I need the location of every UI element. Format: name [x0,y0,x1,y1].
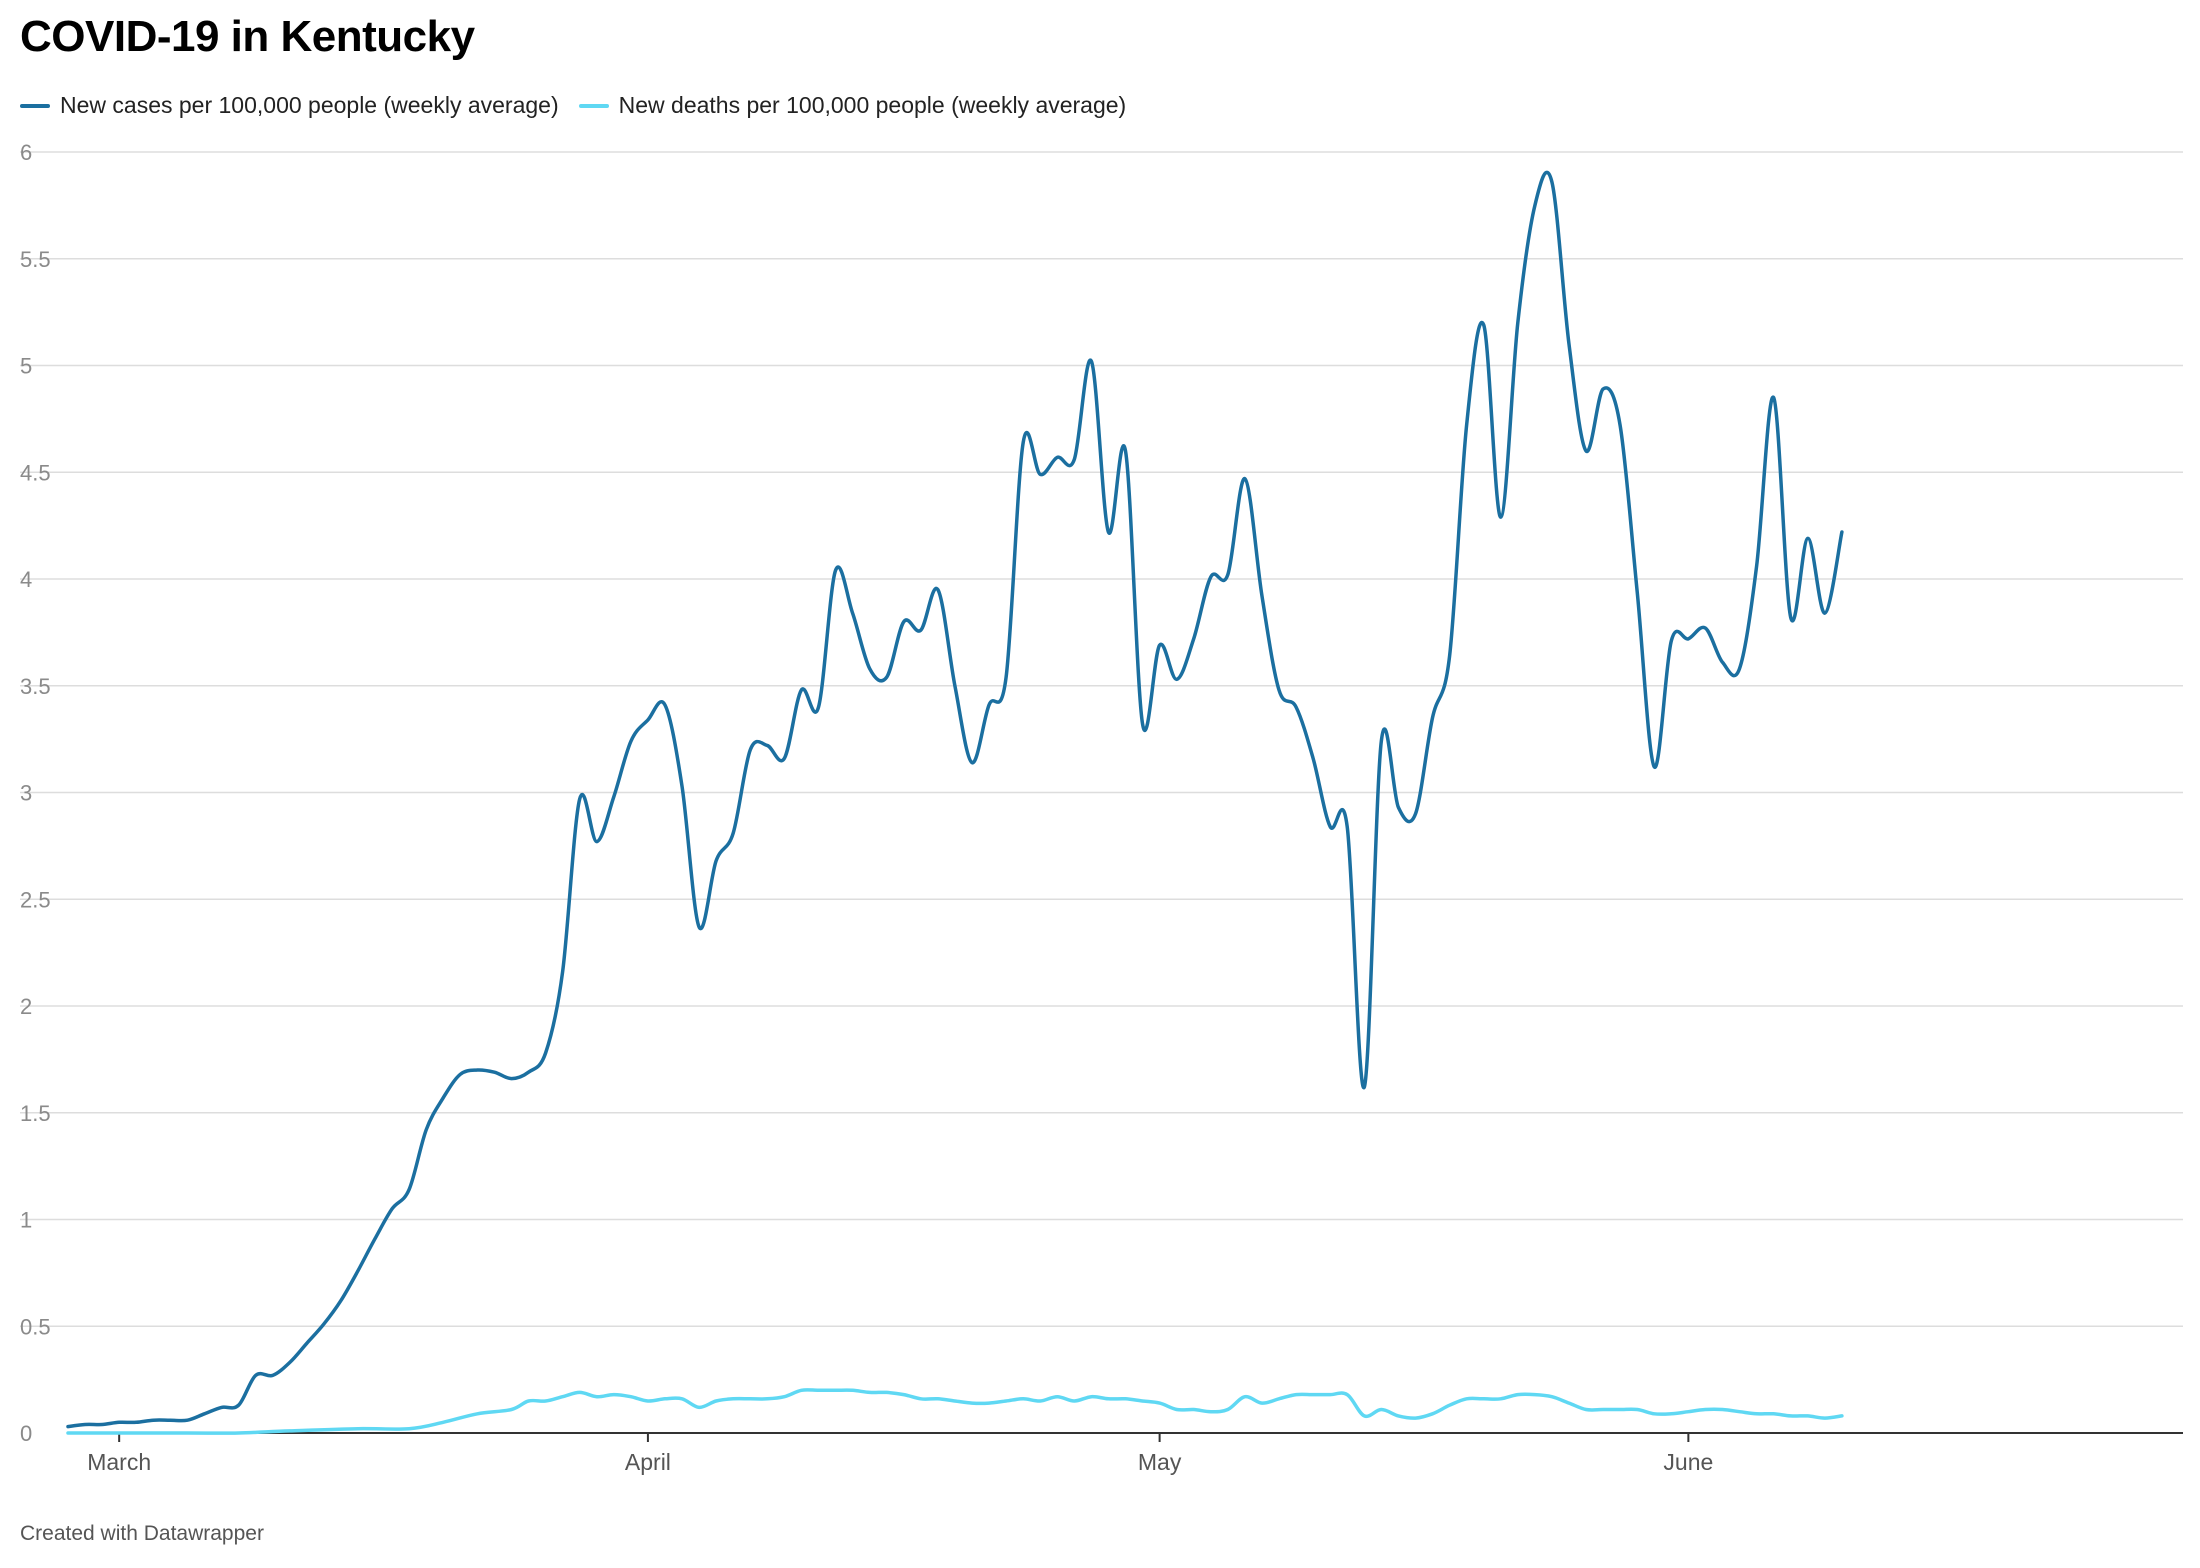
y-tick-label: 3.5 [20,674,51,699]
y-tick-label: 5.5 [20,247,51,272]
y-tick-label: 1 [20,1208,32,1233]
legend-swatch-cases [20,103,50,108]
legend-item-deaths: New deaths per 100,000 people (weekly av… [578,92,1127,119]
y-tick-label: 5 [20,354,32,379]
y-tick-label: 6 [20,140,32,165]
y-tick-label: 0.5 [20,1314,51,1339]
x-tick-label: May [1138,1449,1182,1475]
series-line-cases [66,170,1844,1429]
y-tick-label: 4 [20,567,32,592]
footer-credit: Created with Datawrapper [20,1522,264,1545]
y-tick-label: 2 [20,994,32,1019]
chart-title: COVID-19 in Kentucky [20,12,475,61]
legend-item-cases: New cases per 100,000 people (weekly ave… [20,92,559,119]
x-tick-label: April [625,1449,671,1475]
series-line-deaths [66,1388,1844,1435]
legend: New cases per 100,000 people (weekly ave… [20,92,1126,119]
y-tick-label: 4.5 [20,460,51,485]
legend-swatch-deaths [578,103,609,108]
x-tick-label: June [1663,1449,1713,1475]
legend-label-cases: New cases per 100,000 people (weekly ave… [60,92,559,118]
x-tick-label: March [87,1449,151,1475]
y-tick-label: 0 [20,1421,32,1446]
y-tick-label: 3 [20,781,32,806]
y-tick-label: 1.5 [20,1101,51,1126]
legend-label-deaths: New deaths per 100,000 people (weekly av… [618,92,1127,118]
y-tick-label: 2.5 [20,887,51,912]
